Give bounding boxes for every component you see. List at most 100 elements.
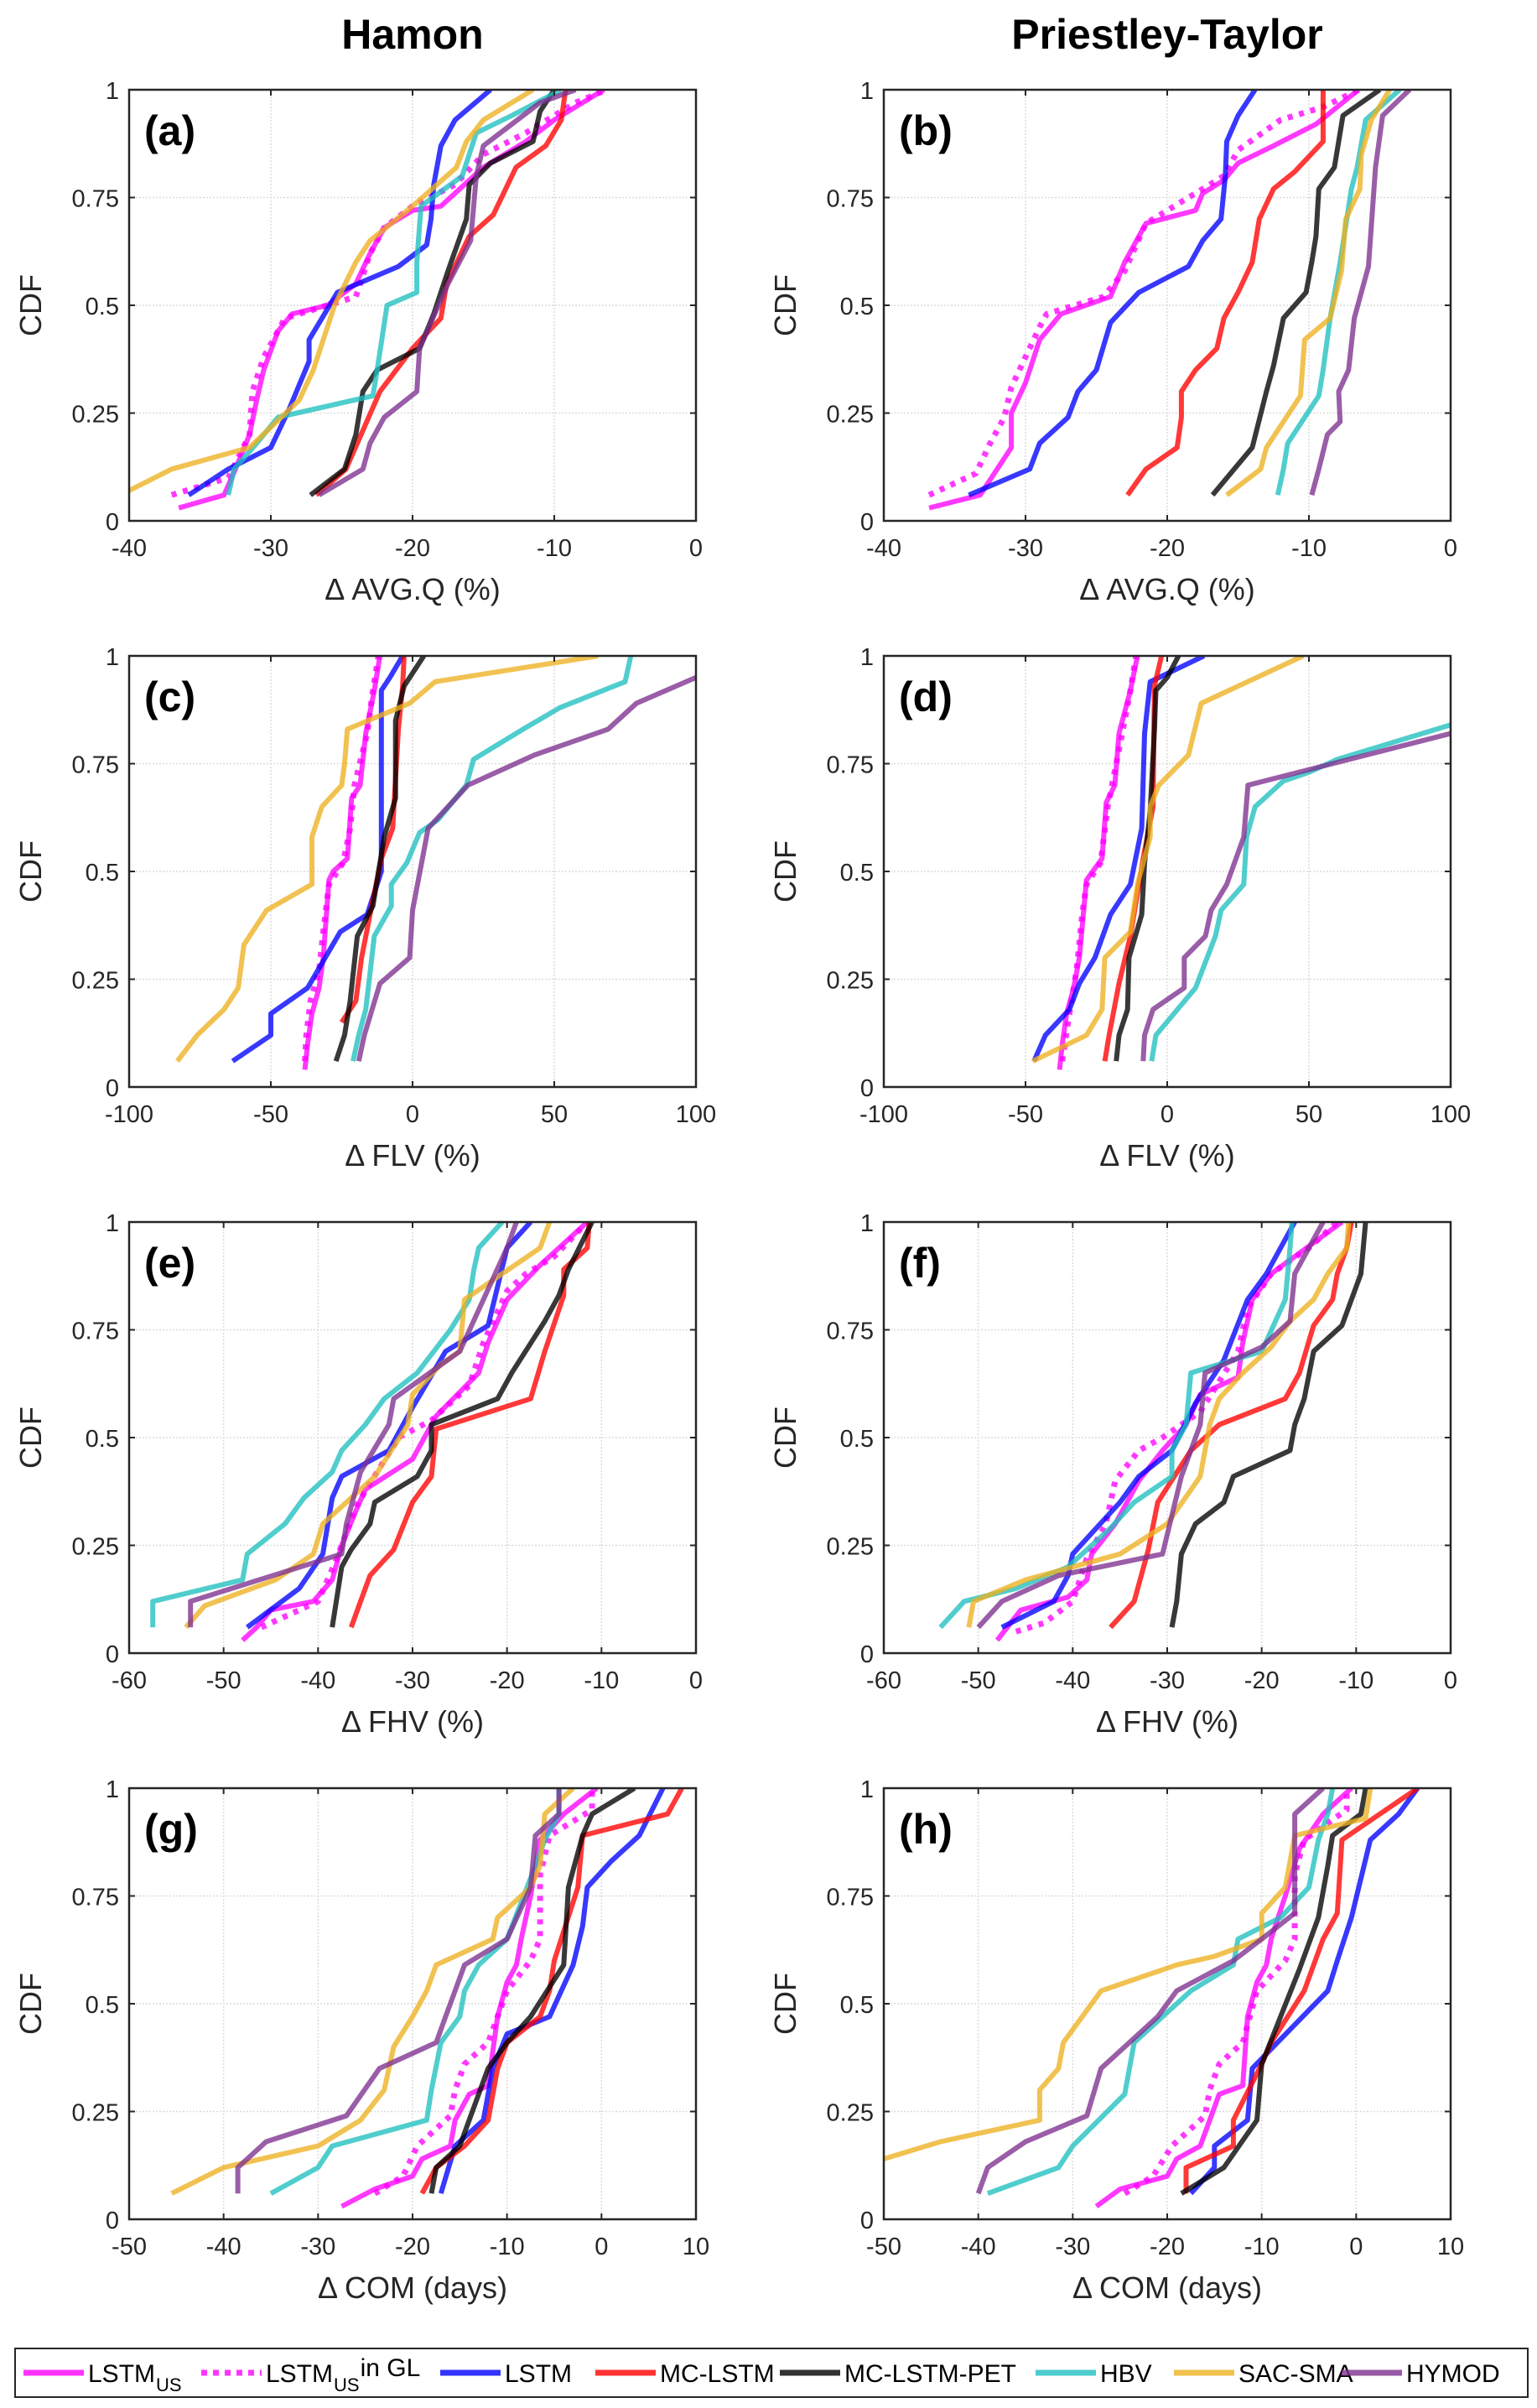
- x-axis-label: Δ AVG.Q (%): [1079, 572, 1254, 606]
- y-tick-label: 0.25: [72, 1534, 119, 1561]
- x-axis-label: Δ COM (days): [1072, 2270, 1262, 2305]
- legend-label: LSTM: [266, 2360, 333, 2388]
- x-tick-label: -30: [1008, 535, 1043, 562]
- panel-label: (d): [899, 674, 953, 720]
- y-axis-label: CDF: [768, 840, 802, 902]
- y-tick-label: 0.75: [72, 1885, 119, 1911]
- series-line-mc-lstm-pet: [1180, 1788, 1368, 2196]
- x-tick-label: -10: [537, 535, 572, 562]
- x-axis-label: Δ AVG.Q (%): [325, 572, 500, 606]
- y-tick-label: 0.25: [827, 402, 874, 429]
- series-line-mc-lstm-pet: [333, 656, 427, 1063]
- y-tick-label: 0.75: [827, 186, 874, 213]
- legend-label: SAC-SMA: [1238, 2360, 1353, 2388]
- x-tick-label: -60: [866, 1667, 901, 1694]
- x-tick-label: -10: [490, 2234, 525, 2260]
- x-tick-label: 0: [1349, 2234, 1363, 2260]
- series-line-hymod: [975, 1788, 1325, 2195]
- panel-label: (b): [899, 107, 953, 154]
- panel-label: (g): [144, 1806, 198, 1853]
- y-tick-label: 0.75: [827, 1318, 874, 1345]
- y-tick-label: 0: [860, 509, 874, 536]
- y-axis-label: CDF: [13, 840, 48, 902]
- x-tick-label: -30: [253, 535, 288, 562]
- y-tick-label: 0.75: [72, 186, 119, 213]
- x-tick-label: -40: [300, 1667, 335, 1694]
- x-tick-label: -10: [1244, 2234, 1280, 2260]
- x-tick-label: -10: [1338, 1667, 1373, 1694]
- x-tick-label: -100: [105, 1101, 153, 1128]
- legend-label: LSTM: [88, 2360, 155, 2388]
- legend-box: [14, 2348, 1529, 2398]
- series-line-lstm-us-in-gl: [927, 90, 1360, 498]
- series-line-mc-lstm-pet: [1210, 90, 1382, 497]
- legend-item-mc-lstm: MC-LSTM: [595, 2360, 775, 2388]
- x-tick-label: -10: [1291, 535, 1327, 562]
- series-line-mc-lstm-pet: [428, 1788, 636, 2194]
- legend-label: HBV: [1100, 2360, 1152, 2388]
- series-line-lstm: [968, 90, 1258, 497]
- series-line-sac-sma: [170, 1788, 575, 2196]
- series-line-hbv: [350, 656, 634, 1062]
- x-tick-label: 0: [1444, 1667, 1457, 1694]
- legend-item-lstm-us: LSTM US: [23, 2360, 182, 2395]
- y-tick-label: 1: [106, 1210, 119, 1237]
- x-tick-label: -50: [961, 1667, 996, 1694]
- x-tick-label: -50: [206, 1667, 241, 1694]
- y-axis-label: CDF: [13, 1973, 48, 2035]
- x-tick-label: -40: [112, 535, 147, 562]
- series-line-mc-lstm: [1109, 1222, 1354, 1630]
- column-title-hamon: Hamon: [341, 11, 483, 58]
- x-tick-label: -40: [866, 535, 901, 562]
- panel-label: (e): [144, 1240, 195, 1287]
- x-axis-label: Δ FLV (%): [1099, 1138, 1234, 1173]
- legend-item-hbv: HBV: [1036, 2360, 1152, 2388]
- x-tick-label: -40: [1055, 1667, 1090, 1694]
- y-tick-label: 0.25: [827, 1534, 874, 1561]
- x-axis-label: Δ COM (days): [318, 2270, 507, 2305]
- panel-d: -100 -50 0 50 100 0 0.25 0.5 0.75 1 Δ FLV (%) CDF (d…: [768, 644, 1471, 1173]
- x-tick-label: -20: [395, 2234, 430, 2260]
- x-tick-label: 0: [689, 1667, 703, 1694]
- panel-h: -50 -40 -30 -20 -10 0 10 0 0.25 0.5 0.75 1 Δ COM (da…: [768, 1776, 1464, 2305]
- x-tick-label: -20: [1150, 2234, 1185, 2260]
- y-tick-label: 1: [860, 1210, 874, 1237]
- x-tick-label: 10: [1437, 2234, 1464, 2260]
- x-axis-label: Δ FHV (%): [1096, 1704, 1238, 1739]
- x-axis-label: Δ FLV (%): [345, 1138, 480, 1173]
- y-tick-label: 0.25: [72, 968, 119, 995]
- legend-suffix: in GL: [361, 2354, 421, 2382]
- y-tick-label: 0.5: [840, 1992, 874, 2019]
- series-line-lstm: [438, 1788, 666, 2195]
- series-line-sac-sma: [175, 656, 599, 1064]
- y-axis-label: CDF: [13, 1407, 48, 1469]
- legend-item-lstm-us-gl: LSTM US in GL: [201, 2354, 420, 2395]
- series-line-lstm: [1031, 656, 1206, 1063]
- y-tick-label: 0.25: [72, 402, 119, 429]
- x-tick-label: -100: [859, 1101, 908, 1128]
- y-tick-label: 0: [860, 2208, 874, 2234]
- series-group: [150, 1222, 595, 1642]
- x-tick-label: -10: [584, 1667, 619, 1694]
- legend-label: MC-LSTM: [660, 2360, 775, 2388]
- x-tick-label: -50: [866, 2234, 901, 2260]
- series-line-hbv: [938, 1222, 1295, 1630]
- series-line-sac-sma: [1225, 90, 1392, 497]
- series-line-hbv: [150, 1222, 505, 1628]
- y-tick-label: 0.5: [840, 860, 874, 887]
- series-line-lstm-us: [302, 656, 383, 1070]
- panel-f: -60 -50 -40 -30 -20 -10 0 0 0.25 0.5 0.75 1 Δ FHV (%…: [768, 1210, 1457, 1739]
- panel-b: -40 -30 -20 -10 0 0 0.25 0.5 0.75 1 Δ AVG.Q (%) CDF…: [768, 78, 1457, 606]
- series-line-sac-sma: [966, 1222, 1352, 1628]
- y-tick-label: 0.75: [72, 752, 119, 779]
- series-line-lstm: [231, 656, 405, 1064]
- legend-item-lstm: LSTM: [440, 2360, 572, 2388]
- x-tick-label: 100: [676, 1101, 716, 1128]
- x-tick-label: -30: [1055, 2234, 1090, 2260]
- y-tick-label: 0.5: [86, 294, 119, 320]
- panel-g: -50 -40 -30 -20 -10 0 10 0 0.25 0.5 0.75 1 Δ COM (da…: [13, 1776, 709, 2305]
- x-tick-label: -40: [206, 2234, 241, 2260]
- series-line-lstm-us-in-gl: [1015, 1222, 1340, 1635]
